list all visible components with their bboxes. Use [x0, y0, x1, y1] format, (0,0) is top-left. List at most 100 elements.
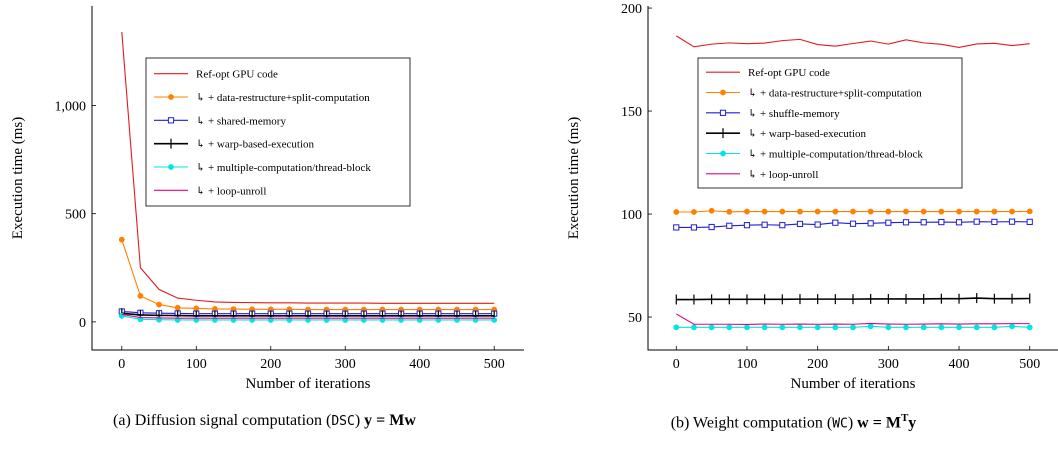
y-tick-label-1-2: 150 — [621, 105, 642, 120]
series-point-1-1-13 — [903, 208, 909, 215]
caption-b-sup: T — [900, 412, 909, 424]
caption-a-code: DSC — [331, 414, 355, 429]
caption-b-equation-end: y — [908, 414, 917, 432]
series-point-1-4-12 — [885, 324, 892, 331]
series-point-1-1-3 — [726, 208, 733, 215]
legend-entry-0-4: ↳ + multiple-computation/thread-block — [196, 162, 371, 174]
series-line-1-0 — [675, 35, 1030, 48]
y-tick-label-1-3: 200 — [621, 2, 642, 17]
series-point-1-4-0 — [673, 324, 680, 331]
series-point-0-1-4 — [193, 305, 200, 312]
series-point-1-2-0 — [673, 224, 680, 231]
series-point-1-1-9 — [832, 208, 839, 215]
legend-marker-0-1 — [168, 94, 174, 100]
caption-b-code: WC — [832, 416, 848, 432]
legend-entry-0-3: ↳ + warp-based-execution — [196, 139, 315, 151]
series-point-1-2-15 — [938, 218, 945, 226]
series-point-1-4-15 — [938, 324, 945, 331]
legend-0: Ref-opt GPU code ↳ + data-restructure+spl… — [145, 57, 411, 207]
plot-0: 0 100 200 300 400 500 0 500 1,000 Number of itera… — [10, 6, 524, 392]
series-point-1-1-0 — [673, 209, 680, 215]
legend-marker-1-1 — [720, 89, 726, 96]
legend-entry-0-0: Ref-opt GPU code — [196, 69, 278, 81]
series-point-1-4-19 — [1009, 323, 1015, 330]
legend-marker-0-2 — [167, 117, 175, 124]
x-tick-label-0-4: 400 — [409, 357, 430, 372]
x-tick-label-1-1: 100 — [736, 357, 757, 372]
series-point-1-2-7 — [796, 220, 804, 228]
y-tick-label-0-1: 500 — [65, 208, 86, 223]
y-tick-label-0-2: 1,000 — [55, 100, 87, 115]
legend-marker-1-4 — [720, 150, 726, 157]
series-point-1-1-19 — [1009, 208, 1015, 215]
legend-entry-0-2: ↳ + shared-memory — [196, 115, 286, 127]
series-point-1-2-4 — [743, 222, 751, 229]
series-point-1-2-20 — [1026, 218, 1033, 225]
series-point-1-4-11 — [867, 323, 874, 330]
series-0-5 — [121, 313, 495, 319]
series-point-0-1-3 — [174, 304, 181, 311]
y-tick-label-1-1: 100 — [621, 208, 642, 223]
series-point-1-1-12 — [885, 208, 892, 215]
series-point-1-4-10 — [850, 324, 856, 331]
x-tick-label-1-2: 200 — [807, 357, 828, 372]
legend-entry-1-5: ↳ + loop-unroll — [748, 169, 818, 181]
caption-a: (a) Diffusion signal computation (DSC) y… — [0, 412, 529, 430]
series-point-1-2-5 — [761, 221, 768, 228]
series-point-1-1-2 — [708, 207, 715, 214]
series-point-1-4-4 — [744, 324, 750, 331]
series-point-0-1-1 — [137, 293, 144, 299]
legend-entry-0-5: ↳ + loop-unroll — [196, 185, 266, 197]
axes-1 — [647, 6, 1058, 351]
series-point-1-1-6 — [779, 208, 786, 215]
series-point-1-2-13 — [902, 219, 910, 226]
caption-a-equation: y = Mw — [364, 412, 416, 429]
caption-b-prefix: (b) Weight computation ( — [670, 414, 833, 432]
series-1-3 — [675, 293, 1031, 305]
axes-0 — [91, 6, 524, 351]
series-point-1-2-2 — [708, 223, 715, 231]
series-point-0-1-0 — [118, 236, 125, 243]
series-1-2 — [673, 218, 1033, 231]
series-point-1-4-13 — [903, 324, 909, 331]
x-tick-label-0-0: 0 — [118, 357, 125, 372]
series-point-1-2-11 — [867, 220, 874, 227]
x-tick-label-0-2: 200 — [260, 357, 281, 372]
series-point-1-4-9 — [832, 324, 839, 331]
x-tick-label-1-4: 400 — [949, 357, 970, 372]
series-point-1-2-18 — [991, 218, 998, 225]
series-point-0-1-2 — [156, 301, 162, 308]
series-1-5 — [676, 313, 1030, 326]
series-1-0 — [675, 35, 1030, 48]
legend-entry-1-0: Ref-opt GPU code — [748, 67, 830, 79]
caption-b: (b) Weight computation (WC) w = MTy — [529, 412, 1058, 432]
series-1-4 — [673, 323, 1033, 331]
series-point-1-2-10 — [849, 220, 857, 227]
series-point-1-2-12 — [885, 219, 892, 226]
legend-1: Ref-opt GPU code ↳ + data-restructure+spl… — [697, 57, 963, 189]
x-tick-label-0-5: 500 — [484, 357, 505, 372]
series-point-0-4-0 — [118, 312, 125, 319]
legend-entry-1-2: ↳ + shuffle-memory — [748, 108, 840, 120]
x-tick-label-1-5: 500 — [1019, 357, 1040, 372]
series-0-1 — [118, 236, 498, 313]
series-point-1-4-14 — [920, 324, 927, 331]
series-0-0 — [121, 31, 495, 304]
series-point-1-4-18 — [991, 324, 998, 331]
legend-box-0 — [145, 57, 411, 207]
series-point-1-1-5 — [761, 208, 768, 215]
series-point-1-1-7 — [797, 208, 803, 215]
series-point-1-2-14 — [920, 219, 927, 226]
x-tick-label-1-0: 0 — [673, 357, 680, 372]
x-axis-label-1: Number of iterations — [791, 376, 916, 392]
series-point-1-2-1 — [690, 224, 698, 231]
series-point-1-2-9 — [832, 219, 839, 226]
series-point-1-2-17 — [973, 218, 980, 225]
series-point-1-4-7 — [797, 324, 803, 331]
y-axis-label-0: Execution time (ms) — [10, 117, 26, 239]
caption-a-prefix: (a) Diffusion signal computation ( — [113, 412, 332, 429]
x-axis-label-0: Number of iterations — [246, 376, 371, 392]
y-tick-label-0-0: 0 — [79, 316, 86, 331]
series-point-1-1-8 — [814, 208, 821, 215]
